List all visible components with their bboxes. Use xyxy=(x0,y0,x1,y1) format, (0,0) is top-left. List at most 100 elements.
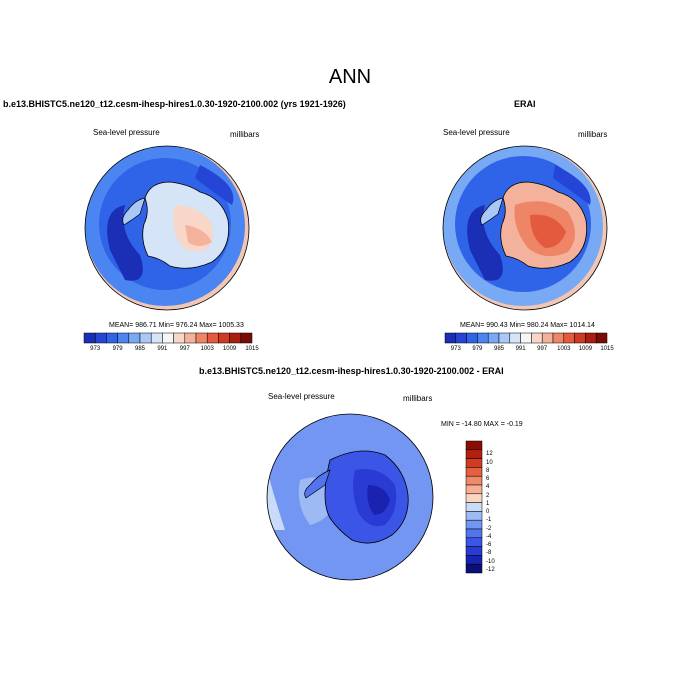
map2-low-ne xyxy=(553,165,591,205)
colorbar-model-swatch xyxy=(184,332,197,344)
map2-antarctica xyxy=(500,181,588,269)
map2-deep-low xyxy=(467,205,503,281)
colorbar-model-swatch xyxy=(218,332,230,344)
colorbar-diff-swatch xyxy=(465,537,483,547)
colorbar-diff-tick-label: 8 xyxy=(486,467,490,474)
colorbar-obs-swatch xyxy=(477,332,489,344)
colorbar-obs-tick-label: 973 xyxy=(450,346,461,352)
map1-outline xyxy=(84,145,250,311)
map1-high-core xyxy=(173,205,214,252)
map3-peninsula xyxy=(304,469,331,499)
colorbar-model-swatch xyxy=(229,332,242,344)
map2-outline xyxy=(442,145,608,311)
colorbar-model-swatch xyxy=(150,332,163,344)
colorbar-diff-swatch xyxy=(465,563,483,574)
colorbar-diff-swatch xyxy=(465,511,483,521)
map3-fill-base xyxy=(267,414,433,580)
map1-antarctica xyxy=(142,181,230,269)
colorbar-model-swatch xyxy=(106,332,118,344)
colorbar-diff-tick-label: -10 xyxy=(486,558,495,565)
colorbar-model-swatch xyxy=(128,332,141,344)
colorbar-obs-swatch xyxy=(585,332,597,344)
colorbar-diff-swatch xyxy=(465,467,483,477)
colorbar-model-swatch xyxy=(240,332,253,344)
colorbar-diff-swatch xyxy=(465,458,483,468)
units-label-diff: millibars xyxy=(403,394,433,403)
colorbar-obs-swatch xyxy=(455,332,467,344)
colorbar-diff-tick-label: 6 xyxy=(486,476,490,482)
colorbar-obs-tick-label: 985 xyxy=(493,346,504,352)
colorbar-model-swatch xyxy=(83,332,96,344)
colorbar-diff-swatch xyxy=(465,519,483,530)
colorbar-obs-swatch xyxy=(541,332,554,344)
stats-diff: MIN = -14.80 MAX = -0.19 xyxy=(441,421,523,428)
colorbar-diff-tick-label: 1 xyxy=(486,500,490,507)
field-label-obs: Sea-level pressure xyxy=(443,128,510,137)
colorbar-obs-tick-label: 1003 xyxy=(557,346,571,352)
map1-high-peak xyxy=(185,225,212,246)
colorbar-diff-tick-label: 10 xyxy=(486,459,493,466)
colorbar-diff-tick-label: -2 xyxy=(486,525,492,532)
colorbar-obs-swatch xyxy=(520,332,532,344)
stats-model: MEAN= 986.71 Min= 976.24 Max= 1005.33 xyxy=(109,322,244,329)
field-label-diff: Sea-level pressure xyxy=(268,392,335,401)
field-label-model: Sea-level pressure xyxy=(93,128,160,137)
colorbar-model-tick-label: 973 xyxy=(90,346,101,352)
map3-weak-west xyxy=(267,470,285,530)
map2-peninsula xyxy=(480,197,504,226)
colorbar-model-swatch xyxy=(117,332,130,344)
colorbar-diff-tick-label: -6 xyxy=(486,542,492,548)
units-label-obs: millibars xyxy=(578,130,608,139)
colorbar-model-tick-label: 991 xyxy=(157,346,168,352)
colorbar-model-swatch xyxy=(94,332,107,344)
colorbar-obs-swatch xyxy=(498,332,511,344)
colorbar-model-swatch xyxy=(206,332,219,344)
colorbar-diff-swatch xyxy=(465,449,483,459)
colorbar-diff-tick-label: -8 xyxy=(486,550,492,557)
colorbar-obs-tick-label: 997 xyxy=(537,346,548,352)
colorbar-obs-tick-label: 991 xyxy=(515,346,526,352)
figure-title: ANN xyxy=(328,66,372,88)
colorbar-obs-swatch xyxy=(466,332,478,344)
colorbar-diff-tick-label: 12 xyxy=(486,451,493,458)
map3-weak-mid xyxy=(298,477,335,525)
map1-fill-ring xyxy=(85,146,245,306)
colorbar-obs-swatch xyxy=(552,332,565,344)
map3-low-mid xyxy=(353,469,397,527)
units-label-model: millibars xyxy=(230,130,260,139)
colorbar-obs-swatch xyxy=(444,332,457,344)
colorbar-obs-swatch xyxy=(487,332,500,344)
colorbar-obs-tick-label: 1009 xyxy=(578,346,593,352)
colorbar-obs-swatch xyxy=(509,332,521,344)
colorbar-diff-swatch xyxy=(465,484,483,495)
colorbar-diff-swatch xyxy=(465,475,483,486)
colorbar-obs-swatch xyxy=(595,332,608,344)
colorbar-diff-swatch xyxy=(465,502,483,512)
colorbar-diff-tick-label: 2 xyxy=(486,492,490,499)
colorbar-diff-tick-label: 0 xyxy=(486,509,490,515)
colorbar-model-swatch xyxy=(162,332,174,344)
panel-title-diff: b.e13.BHISTC5.ne120_t12.cesm-ihesp-hires… xyxy=(199,366,504,376)
colorbar-obs-swatch xyxy=(574,332,586,344)
map3-antarctica xyxy=(324,450,409,544)
colorbar-diff-swatch xyxy=(465,440,483,451)
map3-low-core xyxy=(367,485,390,515)
map3-outline xyxy=(266,413,434,581)
colorbar-obs-tick-label: 1015 xyxy=(600,346,614,352)
colorbar-model-tick-label: 1015 xyxy=(245,346,259,352)
colorbar-model-swatch xyxy=(195,332,208,344)
colorbar-obs-swatch xyxy=(531,332,543,344)
colorbar-model-swatch xyxy=(139,332,152,344)
colorbar-model-swatch xyxy=(173,332,186,344)
map1-low-ne xyxy=(195,165,234,205)
colorbar-obs-swatch xyxy=(563,332,575,344)
map1-fill-trough xyxy=(99,158,231,290)
map2-fill-trough xyxy=(455,156,591,292)
colorbar-obs-tick-label: 979 xyxy=(472,346,483,352)
map1-fill-outer xyxy=(85,146,249,310)
colorbar-diff-tick-label: -12 xyxy=(486,566,495,573)
colorbar-diff-tick-label: -4 xyxy=(486,533,492,540)
colorbar-model-tick-label: 1003 xyxy=(200,346,214,352)
colorbar-diff-swatch xyxy=(465,493,483,503)
colorbar-model-tick-label: 997 xyxy=(179,346,190,352)
